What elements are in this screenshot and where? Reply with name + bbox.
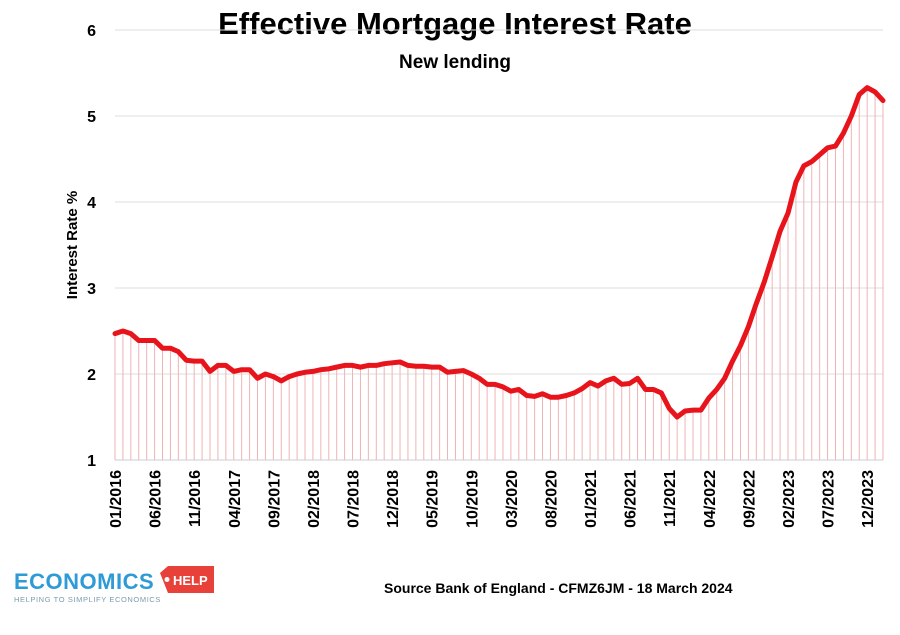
chart-subtitle: New lending (399, 52, 511, 73)
y-tick-label: 2 (87, 367, 96, 384)
x-tick-label: 12/2018 (385, 470, 402, 528)
logo-tag-hole (164, 577, 170, 582)
gridlines (115, 29, 883, 375)
logo-text: ECONOMICS (14, 569, 154, 594)
x-tick-label: 06/2021 (623, 470, 640, 528)
drop-lines (114, 87, 884, 460)
x-tick-label: 02/2023 (781, 470, 798, 528)
chart-title: Effective Mortgage Interest Rate (218, 6, 692, 41)
y-tick-label: 3 (87, 281, 96, 298)
y-tick-label: 6 (87, 23, 96, 40)
x-tick-label: 12/2023 (860, 470, 877, 528)
logo-tag-shape (160, 566, 214, 593)
x-tick-label: 06/2016 (148, 470, 165, 528)
economics-help-logo: ECONOMICS HELP HELPING TO SIMPLIFY ECONO… (14, 566, 214, 604)
y-tick-label: 4 (87, 195, 96, 212)
y-tick-label: 1 (87, 453, 96, 470)
series-line (112, 85, 886, 420)
source-note: Source Bank of England - CFMZ6JM - 18 Ma… (384, 580, 733, 596)
x-tick-label: 05/2019 (425, 470, 442, 528)
x-tick-label: 10/2019 (464, 470, 481, 528)
logo-subtitle: HELPING TO SIMPLIFY ECONOMICS (14, 595, 161, 604)
x-tick-label: 07/2023 (821, 470, 838, 528)
y-tick-label: 5 (87, 109, 96, 126)
x-tick-label: 04/2017 (227, 470, 244, 528)
x-tick-label: 11/2016 (187, 470, 204, 527)
x-tick-label: 01/2016 (108, 470, 125, 528)
x-tick-label: 09/2022 (741, 470, 758, 528)
x-tick-label: 08/2020 (543, 470, 560, 528)
x-tick-label: 01/2021 (583, 470, 600, 528)
y-axis-ticks: 1 2 3 4 5 6 (87, 23, 96, 470)
x-tick-label: 02/2018 (306, 470, 323, 528)
x-axis-ticks: 01/2016 06/2016 11/2016 04/2017 09/2017 02/20… (108, 470, 877, 528)
x-tick-label: 03/2020 (504, 470, 521, 528)
x-tick-label: 11/2021 (662, 470, 679, 527)
x-tick-label: 04/2022 (702, 470, 719, 528)
x-tick-label: 07/2018 (346, 470, 363, 528)
x-tick-label: 09/2017 (266, 470, 283, 528)
logo-tag-text: HELP (173, 573, 208, 588)
y-axis-label: Interest Rate % (64, 191, 81, 299)
